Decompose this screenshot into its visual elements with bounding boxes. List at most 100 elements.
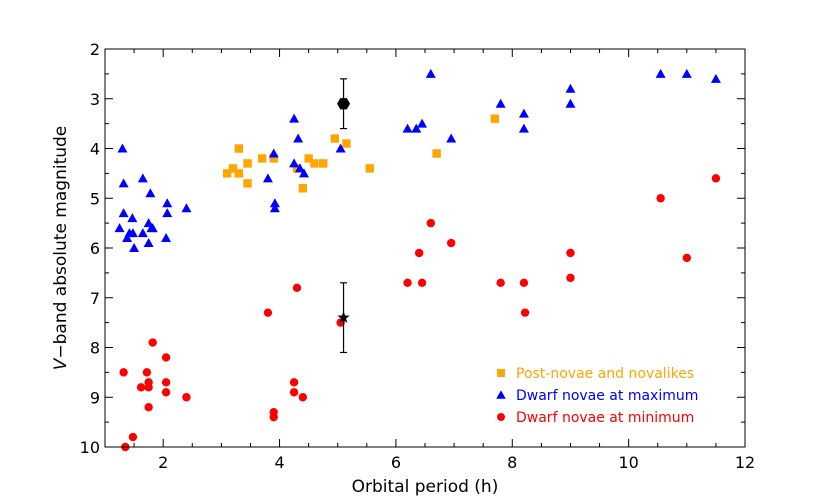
triangle-point xyxy=(143,238,154,248)
triangle-point xyxy=(518,108,529,118)
circle-point xyxy=(446,238,456,248)
x-tick-label: 4 xyxy=(274,453,284,472)
x-tick-label: 12 xyxy=(735,453,755,472)
legend-item: Dwarf novae at maximum xyxy=(496,388,698,404)
x-tick-label: 8 xyxy=(507,453,517,472)
triangle-point xyxy=(137,173,148,183)
triangle-point xyxy=(681,68,692,78)
triangle-point xyxy=(162,198,173,208)
square-point xyxy=(365,164,374,173)
legend: Post-novae and novalikes Dwarf novae at m… xyxy=(496,366,698,426)
data-marks xyxy=(114,68,721,452)
series-triangle xyxy=(114,68,721,252)
series-square xyxy=(222,114,500,193)
triangle-point xyxy=(127,228,138,238)
circle-point xyxy=(128,432,138,442)
highlight-hexagon xyxy=(337,78,351,130)
triangle-point xyxy=(565,83,576,93)
y-axis-label-italic: V xyxy=(51,357,71,370)
square-point xyxy=(234,144,244,153)
circle-point xyxy=(161,378,171,387)
triangle-point xyxy=(289,113,300,123)
circle-point xyxy=(298,393,308,402)
legend-label: Dwarf novae at minimum xyxy=(516,410,694,426)
circle-point xyxy=(289,388,299,397)
triangle-point xyxy=(335,143,346,153)
square-point xyxy=(304,154,313,163)
y-axis-label: V−band absolute magnitude xyxy=(51,126,71,371)
triangle-point xyxy=(710,73,721,83)
y-tick-label: 7 xyxy=(90,289,100,308)
legend-triangle-icon xyxy=(496,390,506,399)
x-tick-label: 10 xyxy=(618,453,638,472)
circle-point xyxy=(269,412,278,422)
y-tick-label: 4 xyxy=(90,140,100,159)
triangle-point xyxy=(118,208,129,218)
triangle-point xyxy=(269,198,280,208)
triangle-point xyxy=(446,133,457,143)
triangle-point xyxy=(127,213,138,223)
square-point xyxy=(257,154,267,163)
y-tick-label: 3 xyxy=(90,90,100,109)
circle-point xyxy=(289,378,299,387)
x-tick-label: 6 xyxy=(391,453,401,472)
triangle-point xyxy=(417,118,428,128)
triangle-point xyxy=(289,158,300,168)
y-tick-label: 5 xyxy=(90,189,100,208)
circle-point xyxy=(417,278,427,288)
circle-point xyxy=(711,174,721,183)
highlight-star xyxy=(337,282,350,354)
triangle-point xyxy=(518,123,529,133)
triangle-point xyxy=(262,173,273,183)
triangle-point xyxy=(181,203,192,213)
square-point xyxy=(310,159,319,168)
y-tick-label: 8 xyxy=(90,339,100,358)
square-point xyxy=(490,114,500,123)
square-point xyxy=(243,159,252,168)
circle-point xyxy=(148,338,157,347)
triangle-point xyxy=(565,98,576,108)
square-point xyxy=(432,149,441,158)
triangle-point xyxy=(122,233,133,243)
triangle-point xyxy=(495,98,506,108)
triangle-point xyxy=(137,228,148,238)
circle-point xyxy=(136,383,146,392)
triangle-point xyxy=(402,123,413,133)
triangle-point xyxy=(118,178,129,188)
star-point xyxy=(337,311,350,323)
circle-point xyxy=(566,273,575,283)
circle-point xyxy=(403,278,412,288)
triangle-point xyxy=(425,68,436,78)
square-point xyxy=(318,159,328,168)
x-tick-label: 2 xyxy=(158,453,168,472)
axis-ticks: 2 4 6 8 10 12 2 3 4 5 6 7 8 9 10 xyxy=(80,40,756,472)
circle-point xyxy=(144,383,153,392)
y-tick-label: 2 xyxy=(90,40,100,59)
circle-point xyxy=(656,194,665,203)
square-point xyxy=(222,169,232,178)
circle-point xyxy=(182,393,191,402)
circle-point xyxy=(142,368,152,377)
triangle-point xyxy=(162,208,173,218)
circle-point xyxy=(292,283,302,292)
circle-point xyxy=(263,308,273,317)
circle-point xyxy=(519,278,529,288)
x-axis-label: Orbital period (h) xyxy=(352,477,499,497)
square-point xyxy=(298,184,308,193)
triangle-point xyxy=(298,168,309,178)
square-point xyxy=(342,139,351,148)
circle-point xyxy=(161,388,171,397)
legend-circle-icon xyxy=(497,413,505,421)
y-tick-label: 9 xyxy=(90,388,100,407)
triangle-point xyxy=(129,243,140,252)
triangle-point xyxy=(411,123,422,133)
triangle-point xyxy=(161,233,172,243)
square-point xyxy=(330,134,340,143)
legend-square-icon xyxy=(497,369,505,377)
circle-point xyxy=(144,403,153,412)
triangle-point xyxy=(655,68,666,78)
series-circle xyxy=(119,174,721,452)
legend-label: Dwarf novae at maximum xyxy=(516,388,698,404)
circle-point xyxy=(496,278,505,288)
